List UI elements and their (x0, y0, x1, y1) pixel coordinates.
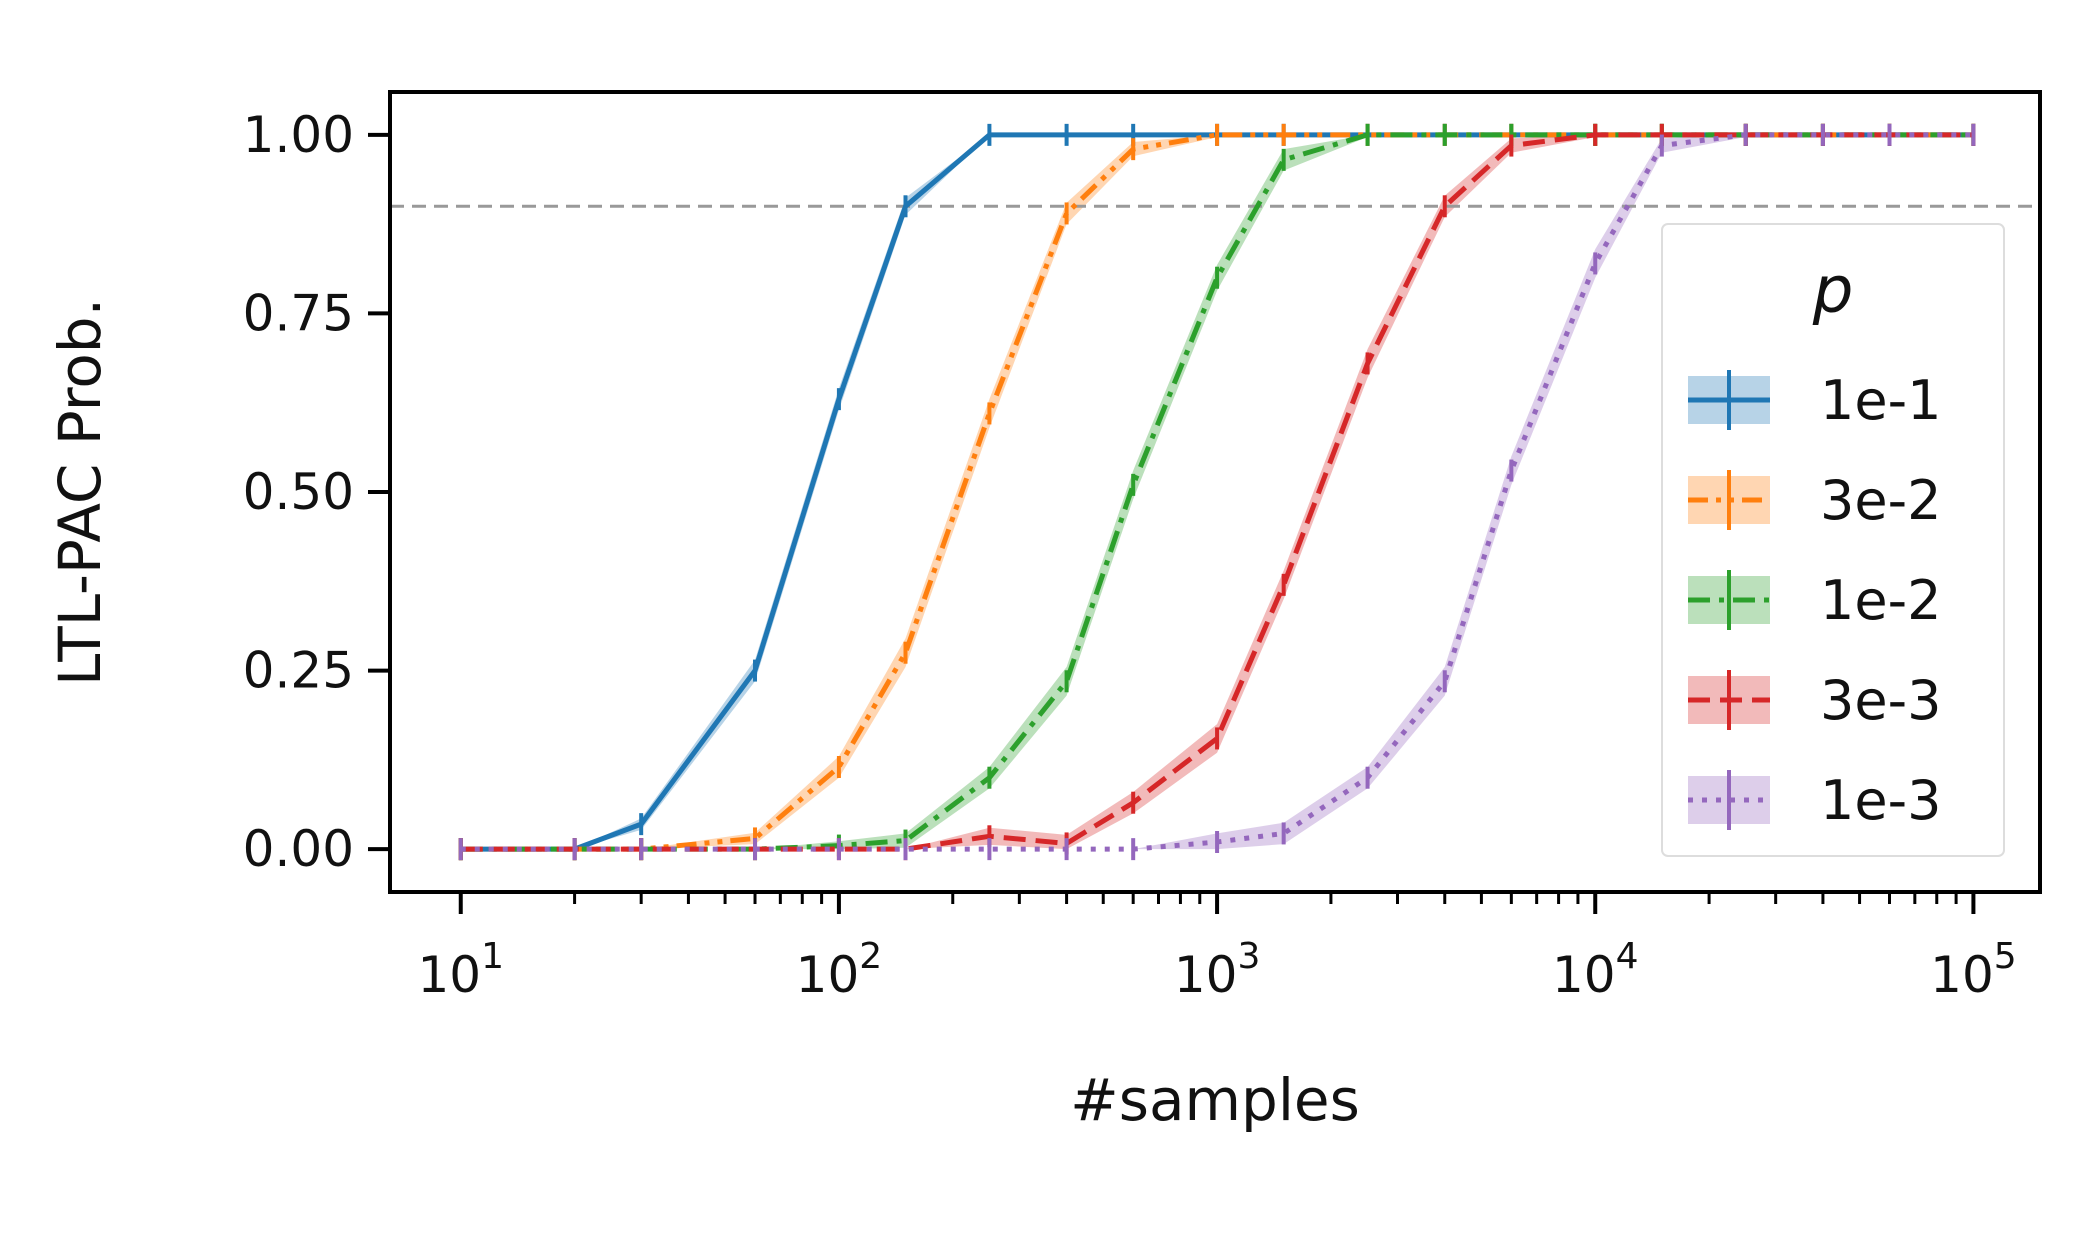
x-tick-label-4: 105 (1930, 936, 2017, 1004)
legend-label-1e-1: 1e-1 (1820, 369, 1941, 432)
x-axis-title: #samples (1070, 1066, 1360, 1134)
x-tick-label-1: 102 (796, 936, 883, 1004)
plot-frame (388, 90, 2042, 894)
y-tick-label-1: 0.25 (243, 642, 354, 700)
legend-label-1e-3: 1e-3 (1820, 769, 1941, 832)
x-tick-label-0: 101 (417, 936, 504, 1004)
line-series-1e-2 (460, 132, 1974, 852)
axes: 101 102 103 104 105 0.00 0.25 0.50 0.75 1.00 (243, 106, 2017, 1004)
legend-box (1661, 223, 2005, 857)
y-axis-title: LTL-PAC Prob. (46, 298, 114, 686)
line-series-1e-3 (460, 132, 1974, 852)
legend: p 1e-1 3e-2 1e-2 3e-3 1e-3 (1661, 223, 2005, 857)
legend-label-3e-2: 3e-2 (1820, 469, 1941, 532)
y-tick-label-3: 0.75 (243, 284, 354, 342)
x-tick-label-2: 103 (1174, 936, 1261, 1004)
y-tick-label-0: 0.00 (243, 820, 354, 878)
legend-label-3e-3: 3e-3 (1820, 669, 1941, 732)
y-tick-label-4: 1.00 (243, 106, 354, 164)
series-lines (458, 123, 1976, 861)
x-tick-label-3: 104 (1552, 936, 1639, 1004)
line-series-3e-2 (460, 132, 1974, 852)
legend-label-1e-2: 1e-2 (1820, 569, 1941, 632)
y-tick-label-2: 0.50 (243, 463, 354, 521)
legend-title: p (1812, 254, 1854, 328)
